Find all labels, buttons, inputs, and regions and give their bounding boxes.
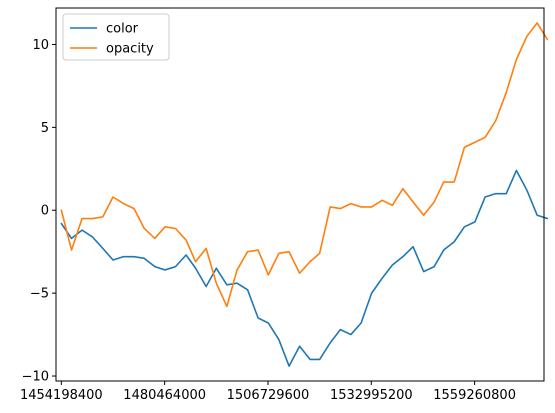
series-line-opacity xyxy=(60,22,549,308)
x-tick-label: 1532995200 xyxy=(330,388,413,403)
series-lines xyxy=(60,22,549,367)
plot-frame xyxy=(55,7,545,382)
x-tick-label: 1559260800 xyxy=(433,388,516,403)
y-axis: −10 −5 0 5 10 xyxy=(22,38,56,385)
y-tick-label: 0 xyxy=(41,204,49,219)
x-tick-label: 1480464000 xyxy=(123,388,206,403)
x-tick-label: 1454198400 xyxy=(20,388,103,403)
legend-label-opacity: opacity xyxy=(106,42,154,57)
x-axis: 1454198400 1480464000 1506729600 1532995200… xyxy=(20,381,516,403)
y-tick-label: −10 xyxy=(22,370,49,385)
y-tick-label: 10 xyxy=(32,38,49,53)
y-tick-label: 5 xyxy=(41,121,49,136)
series-line-color xyxy=(60,169,549,367)
legend-label-color: color xyxy=(106,22,139,37)
y-tick-label: −5 xyxy=(30,287,49,302)
x-tick-label: 1506729600 xyxy=(227,388,310,403)
legend: color opacity xyxy=(62,13,170,61)
